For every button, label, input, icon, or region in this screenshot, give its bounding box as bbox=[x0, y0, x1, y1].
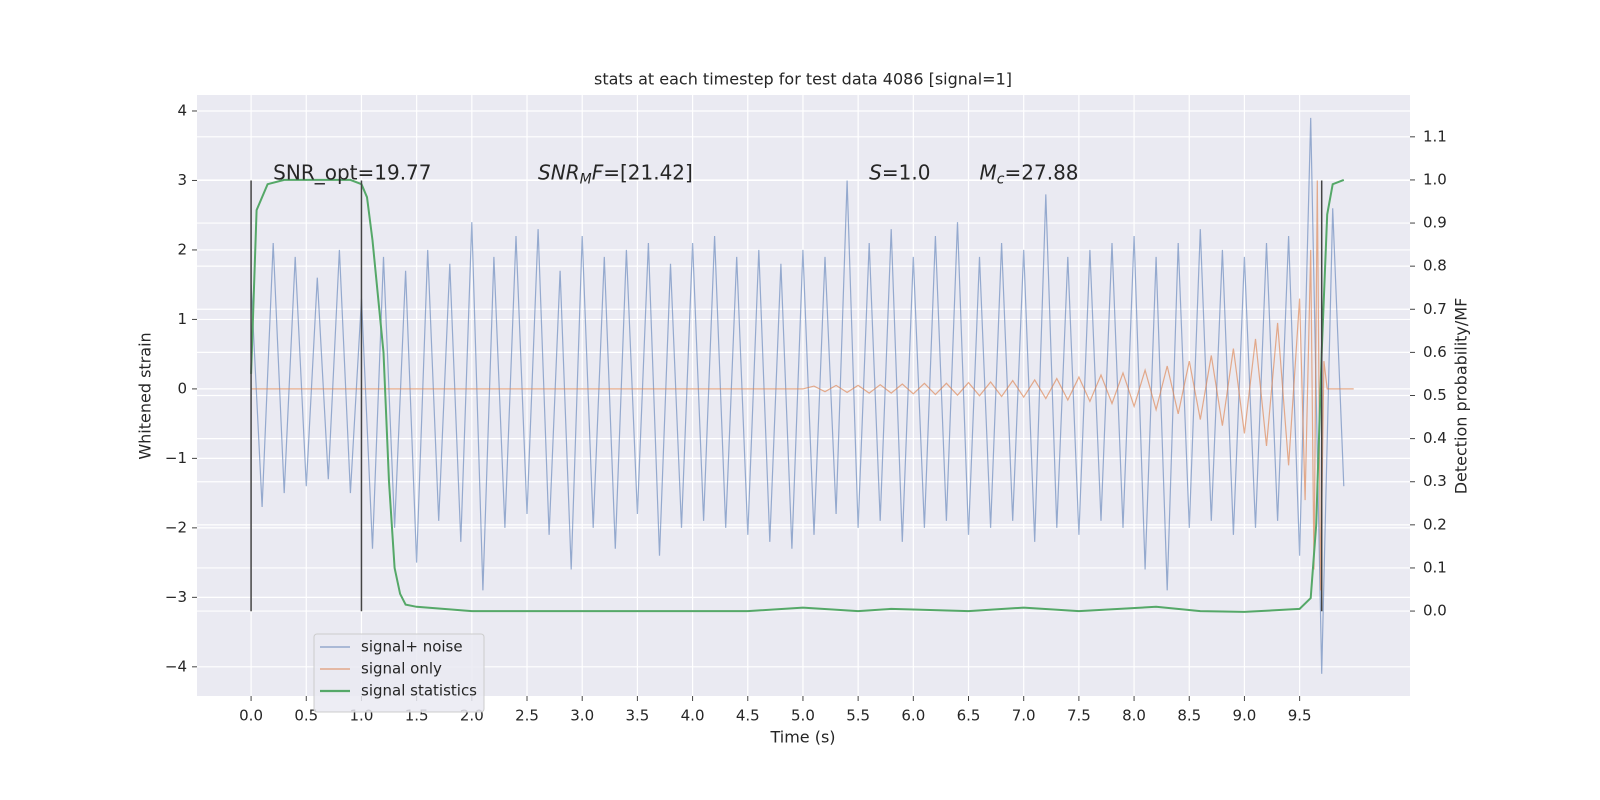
annotation-part: S bbox=[869, 160, 882, 184]
y-tick-label: 4 bbox=[177, 101, 187, 119]
annotation: SNR_opt=19.77 bbox=[273, 160, 431, 184]
y2-tick-label: 0.7 bbox=[1423, 300, 1447, 318]
x-tick-label: 8.0 bbox=[1122, 707, 1146, 725]
x-tick-label: 6.0 bbox=[901, 707, 925, 725]
y2-tick-label: 0.5 bbox=[1423, 386, 1447, 404]
x-tick-label: 0.5 bbox=[294, 707, 318, 725]
y2-tick-label: 0.0 bbox=[1423, 602, 1447, 620]
y2-tick-label: 0.4 bbox=[1423, 429, 1447, 447]
y2-tick-label: 0.6 bbox=[1423, 343, 1447, 361]
annotation-part: =1.0 bbox=[882, 160, 931, 184]
x-tick-label: 5.0 bbox=[791, 707, 815, 725]
y2-tick-label: 1.1 bbox=[1423, 127, 1447, 145]
y-tick-label: −4 bbox=[165, 657, 187, 675]
series-line bbox=[251, 180, 1354, 591]
x-tick-label: 8.5 bbox=[1177, 707, 1201, 725]
y2-tick-label: 0.8 bbox=[1423, 257, 1447, 275]
y-tick-label: 1 bbox=[177, 310, 187, 328]
x-tick-label: 3.0 bbox=[570, 707, 594, 725]
series-line bbox=[250, 178, 1345, 613]
legend-label: signal only bbox=[361, 660, 442, 678]
annotation-part: M bbox=[980, 160, 997, 184]
legend-box bbox=[313, 633, 485, 713]
y-tick-label: −3 bbox=[165, 588, 187, 606]
x-tick-label: 2.5 bbox=[515, 707, 539, 725]
x-tick-label: 4.0 bbox=[681, 707, 705, 725]
annotation-part: =27.88 bbox=[1005, 160, 1079, 184]
legend-label: signal statistics bbox=[361, 682, 477, 700]
y-tick-label: 2 bbox=[177, 240, 187, 258]
y2-tick-label: 1.0 bbox=[1423, 170, 1447, 188]
chart-title: stats at each timestep for test data 408… bbox=[594, 70, 1012, 89]
annotation: SNRMF=[21.42] bbox=[538, 160, 693, 188]
y-tick-label: −2 bbox=[165, 518, 187, 536]
x-tick-label: 9.0 bbox=[1233, 707, 1257, 725]
series-line bbox=[250, 117, 1345, 674]
y-tick-label: 0 bbox=[177, 379, 187, 397]
annotation-part: M bbox=[580, 172, 592, 188]
annotation: Mc=27.88 bbox=[980, 160, 1079, 188]
annotation-part: c bbox=[997, 172, 1005, 188]
y2-axis-label: Detection probability/MF bbox=[1452, 298, 1471, 495]
x-tick-label: 0.0 bbox=[239, 707, 263, 725]
y-tick-label: −1 bbox=[165, 449, 187, 467]
x-tick-label: 7.0 bbox=[1012, 707, 1036, 725]
x-tick-label: 6.5 bbox=[957, 707, 981, 725]
y2-tick-label: 0.9 bbox=[1423, 214, 1447, 232]
y2-tick-label: 0.3 bbox=[1423, 472, 1447, 490]
y-axis-label: Whitened strain bbox=[136, 332, 155, 459]
y2-tick-label: 0.2 bbox=[1423, 515, 1447, 533]
annotation-part: SNR_opt=19.77 bbox=[273, 160, 431, 184]
x-axis-label: Time (s) bbox=[769, 728, 835, 747]
x-tick-label: 9.5 bbox=[1288, 707, 1312, 725]
annotation-part: =[21.42] bbox=[603, 160, 693, 184]
x-tick-label: 3.5 bbox=[625, 707, 649, 725]
x-tick-label: 4.5 bbox=[736, 707, 760, 725]
y2-tick-label: 0.1 bbox=[1423, 558, 1447, 576]
x-tick-label: 7.5 bbox=[1067, 707, 1091, 725]
annotation-part: F bbox=[592, 160, 604, 184]
x-tick-label: 5.5 bbox=[846, 707, 870, 725]
y-tick-label: 3 bbox=[177, 171, 187, 189]
legend-label: signal+ noise bbox=[361, 638, 463, 656]
annotation-part: SNR bbox=[538, 160, 580, 184]
annotation: S=1.0 bbox=[869, 160, 930, 184]
